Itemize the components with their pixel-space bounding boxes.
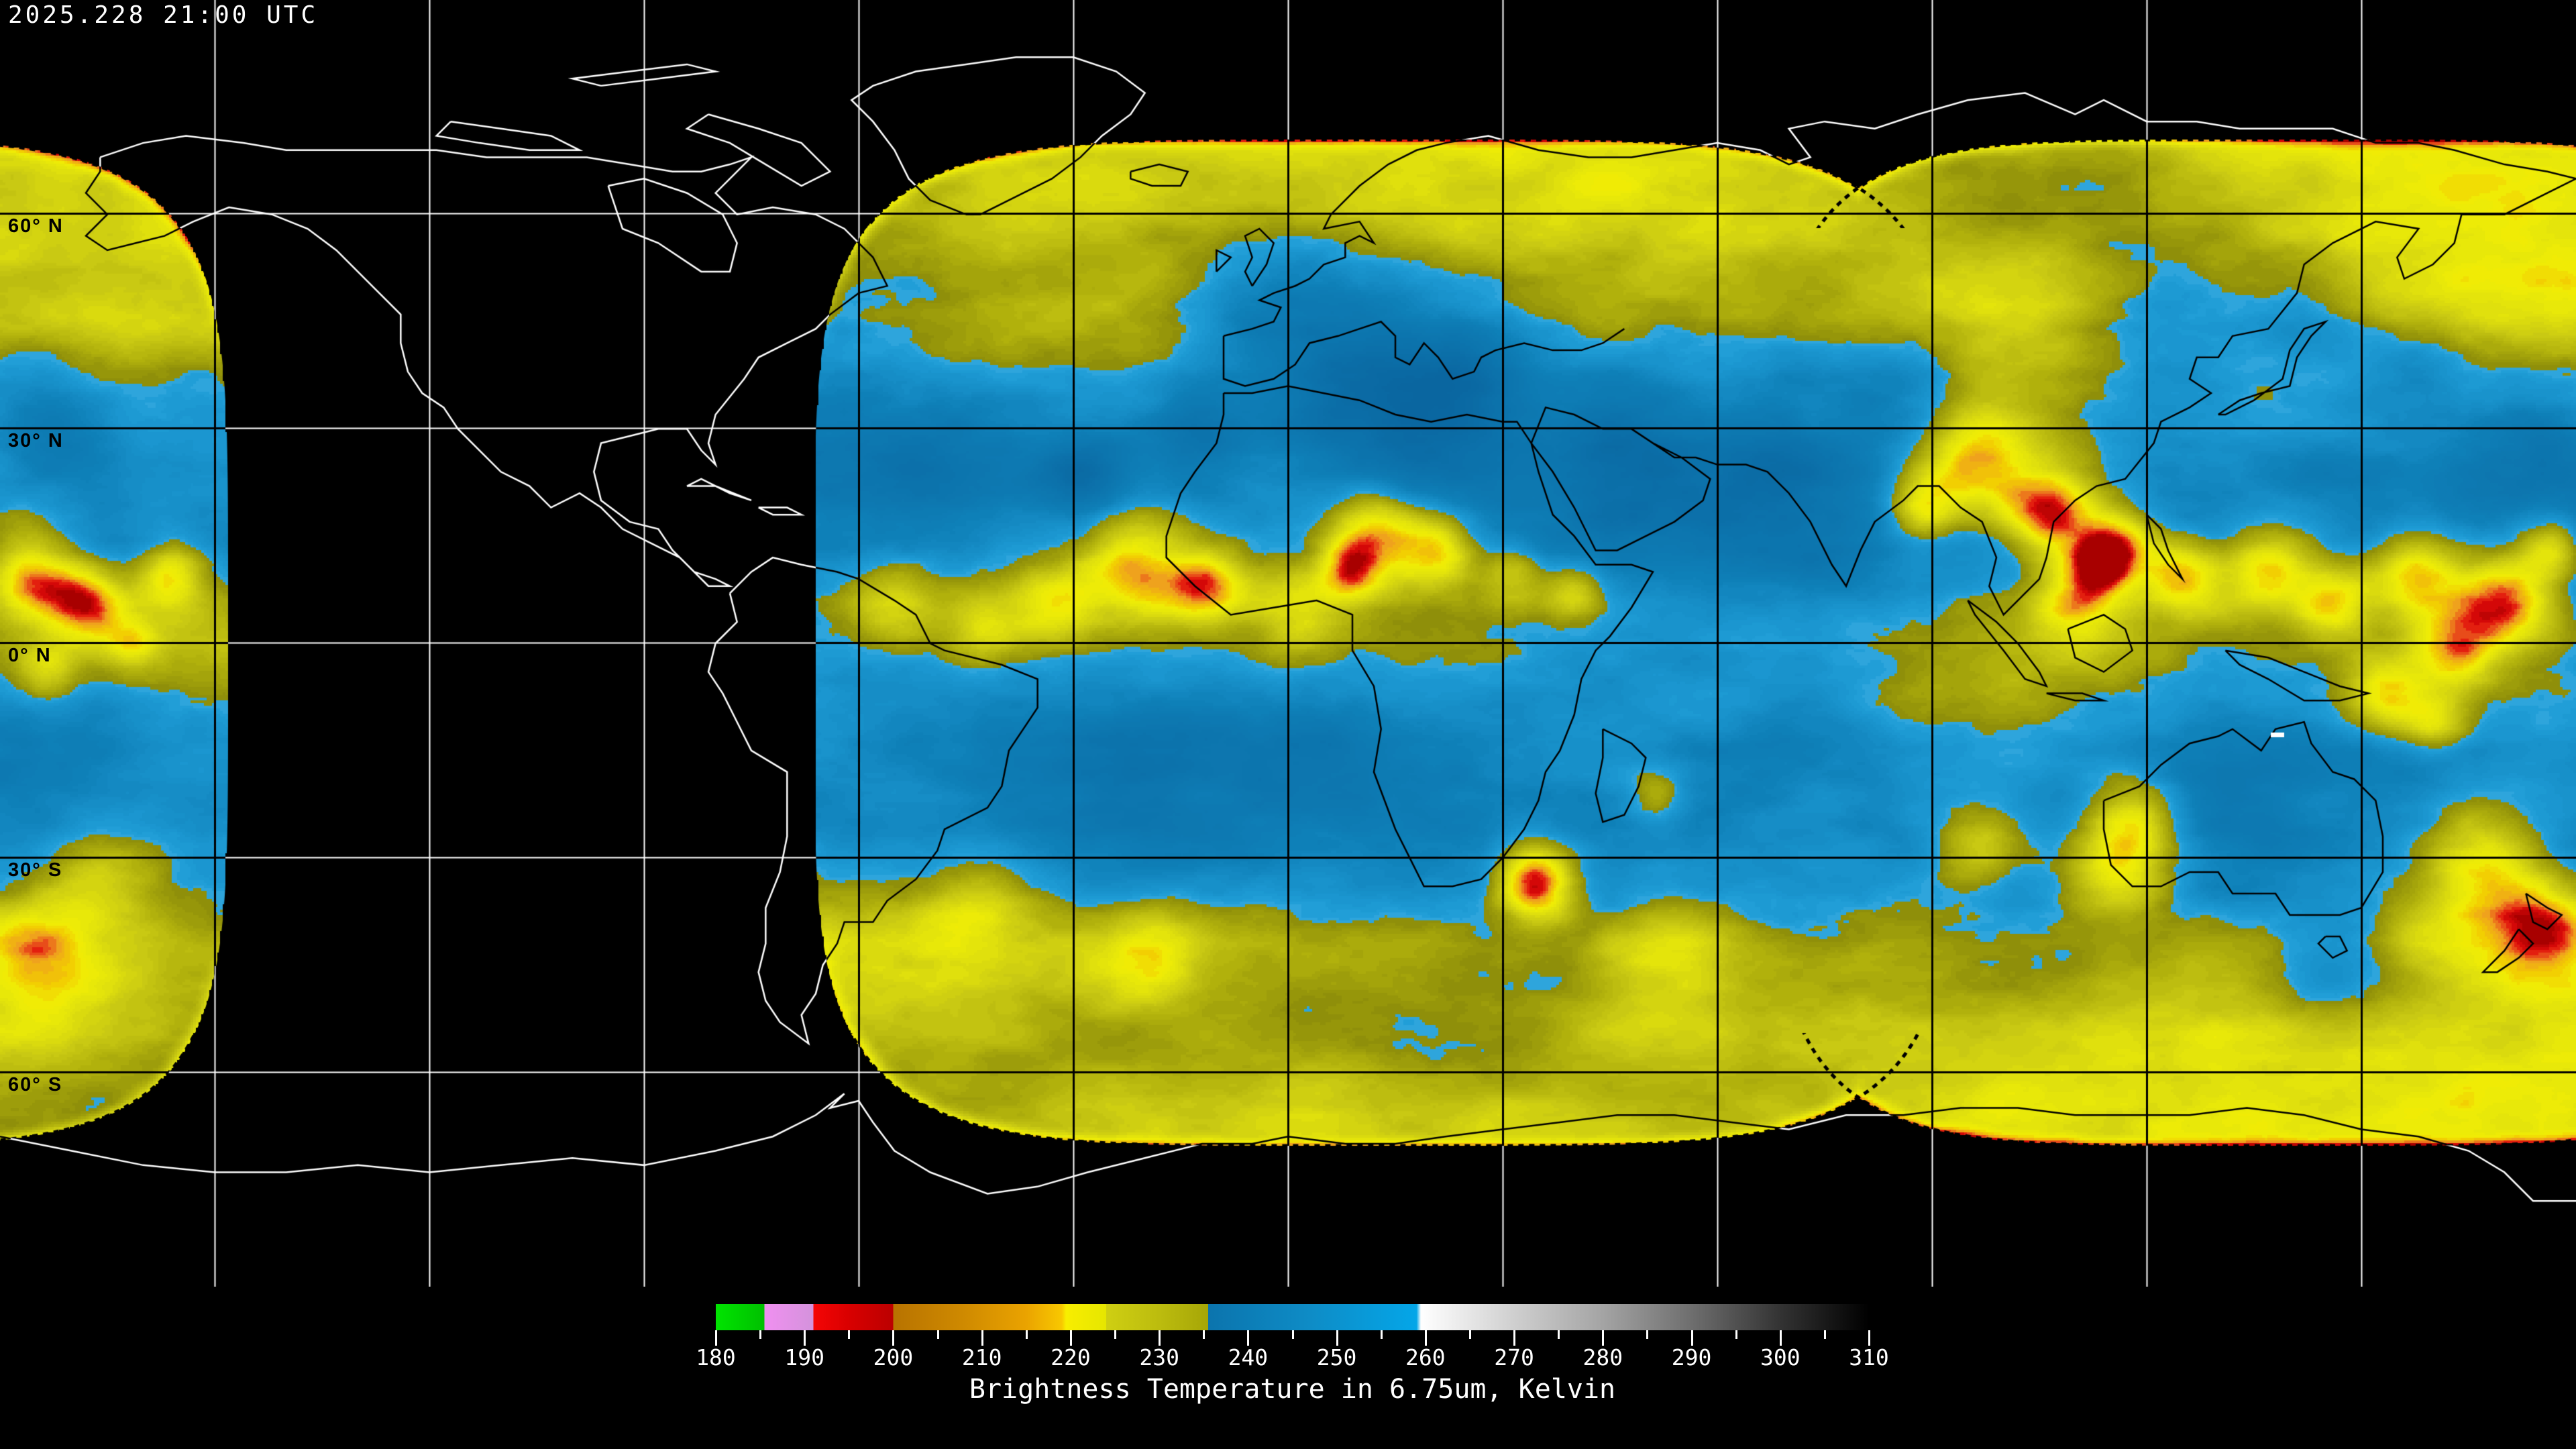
colorbar-tick-label: 290 (1671, 1344, 1712, 1371)
colorbar-tick (1468, 1330, 1471, 1339)
latitude-label: 60° S (8, 1074, 63, 1095)
colorbar-tick-label: 310 (1849, 1344, 1889, 1371)
colorbar-tick (1823, 1330, 1826, 1339)
colorbar-tick (1735, 1330, 1737, 1339)
colorbar-tick (715, 1330, 717, 1346)
colorbar-tick (1558, 1330, 1560, 1339)
colorbar-tick (1114, 1330, 1117, 1339)
colorbar-tick-label: 190 (784, 1344, 825, 1371)
colorbar-tick-label: 250 (1316, 1344, 1357, 1371)
colorbar-tick (1203, 1330, 1205, 1339)
colorbar-tick (892, 1330, 895, 1346)
colorbar-tick-label: 180 (696, 1344, 736, 1371)
colorbar-tick-label: 300 (1760, 1344, 1801, 1371)
colorbar-tick (1690, 1330, 1693, 1346)
colorbar-tick (1868, 1330, 1870, 1346)
colorbar-tick (1159, 1330, 1161, 1346)
colorbar-tick-label: 240 (1228, 1344, 1269, 1371)
colorbar-tick (1247, 1330, 1250, 1346)
colorbar-tick-label: 220 (1051, 1344, 1091, 1371)
colorbar-tick-label: 230 (1139, 1344, 1179, 1371)
colorbar-tick (936, 1330, 939, 1339)
colorbar-tick (1646, 1330, 1649, 1339)
colorbar-tick (804, 1330, 806, 1346)
colorbar-tick-label: 200 (873, 1344, 914, 1371)
colorbar-tick-label: 260 (1405, 1344, 1446, 1371)
colorbar-tick (848, 1330, 851, 1339)
latitude-label: 0° N (8, 645, 52, 666)
colorbar-caption: Brightness Temperature in 6.75um, Kelvin (969, 1374, 1616, 1405)
colorbar-tick (1069, 1330, 1072, 1346)
colorbar-tick (1291, 1330, 1294, 1339)
colorbar-tick (1513, 1330, 1516, 1346)
colorbar-tick (1380, 1330, 1383, 1339)
colorbar-tick (1602, 1330, 1605, 1346)
colorbar-tick-label: 280 (1582, 1344, 1623, 1371)
colorbar-tick (1424, 1330, 1427, 1346)
colorbar: 180 190 200 210 220 230 240 250 260 270 280 290 300 3… (696, 1304, 1889, 1445)
colorbar-tick-label: 270 (1494, 1344, 1534, 1371)
timestamp-label: 2025.228 21:00 UTC (8, 1, 319, 29)
latitude-label: 60° N (8, 215, 64, 237)
colorbar-tick-label: 210 (961, 1344, 1002, 1371)
map-canvas (0, 0, 2576, 1287)
colorbar-tick (1779, 1330, 1782, 1346)
latitude-label: 30° S (8, 859, 63, 881)
latitude-label: 30° N (8, 430, 64, 451)
colorbar-tick (981, 1330, 983, 1346)
colorbar-tick (1025, 1330, 1028, 1339)
colorbar-tick (1336, 1330, 1338, 1346)
colorbar-tick (759, 1330, 762, 1339)
colorbar-gradient (716, 1304, 1869, 1330)
